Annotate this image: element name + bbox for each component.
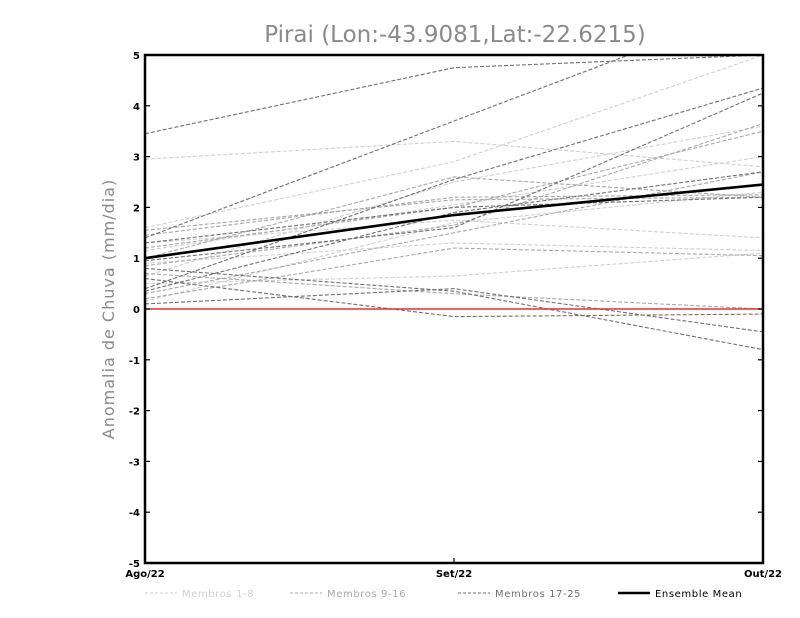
legend-label: Membros 1-8 <box>182 589 254 600</box>
y-tick-label: -5 <box>129 559 140 570</box>
member-line-17 <box>145 55 763 135</box>
member-line-13 <box>145 176 763 259</box>
member-lines <box>145 55 763 351</box>
y-axis-ticks: -5 -4 -3 -2 -1 0 1 2 3 4 5 <box>129 51 763 570</box>
member-line-10 <box>145 130 763 249</box>
member-line-18 <box>145 55 631 239</box>
member-line-22 <box>145 288 763 333</box>
x-axis-ticks: Ago/22 Set/22 Out/22 <box>125 558 782 580</box>
y-tick-label: -1 <box>129 356 140 367</box>
x-tick-label: Set/22 <box>436 569 472 580</box>
member-line-23 <box>145 92 763 262</box>
member-line-6 <box>145 191 763 302</box>
member-line-4 <box>145 242 763 264</box>
member-line-11 <box>145 171 763 295</box>
y-tick-label: 0 <box>133 305 140 316</box>
member-line-2 <box>145 55 763 229</box>
y-tick-label: -3 <box>129 457 140 468</box>
chart-title: Pirai (Lon:-43.9081,Lat:-22.6215) <box>264 22 646 48</box>
y-tick-label: 1 <box>133 254 140 265</box>
member-line-21 <box>145 277 763 318</box>
member-line-20 <box>145 267 763 351</box>
y-tick-label: 4 <box>133 102 140 113</box>
y-tick-label: 2 <box>133 203 140 214</box>
member-line-1 <box>145 140 763 168</box>
member-line-15 <box>145 196 763 231</box>
x-tick-label: Ago/22 <box>125 569 164 580</box>
member-line-25 <box>145 196 763 244</box>
member-line-14 <box>145 247 763 300</box>
y-tick-label: -2 <box>129 407 140 418</box>
legend-label: Membros 9-16 <box>327 589 406 600</box>
member-line-5 <box>145 252 763 285</box>
legend-label: Ensemble Mean <box>655 589 742 600</box>
y-tick-label: -4 <box>129 508 140 519</box>
member-line-24 <box>145 171 763 292</box>
y-axis-label: Anomalia de Chuva (mm/dia) <box>99 179 118 439</box>
y-tick-label: 5 <box>133 51 140 62</box>
member-line-7 <box>145 156 763 252</box>
x-tick-label: Out/22 <box>744 569 782 580</box>
ensemble-mean-line <box>144 183 764 260</box>
member-line-12 <box>145 272 763 310</box>
legend-label: Membros 17-25 <box>495 589 581 600</box>
member-line-19 <box>145 87 763 290</box>
mean-layer <box>144 183 764 260</box>
y-tick-label: 3 <box>133 153 140 164</box>
legend: Membros 1-8 Membros 9-16 Membros 17-25 Ense… <box>145 589 742 600</box>
